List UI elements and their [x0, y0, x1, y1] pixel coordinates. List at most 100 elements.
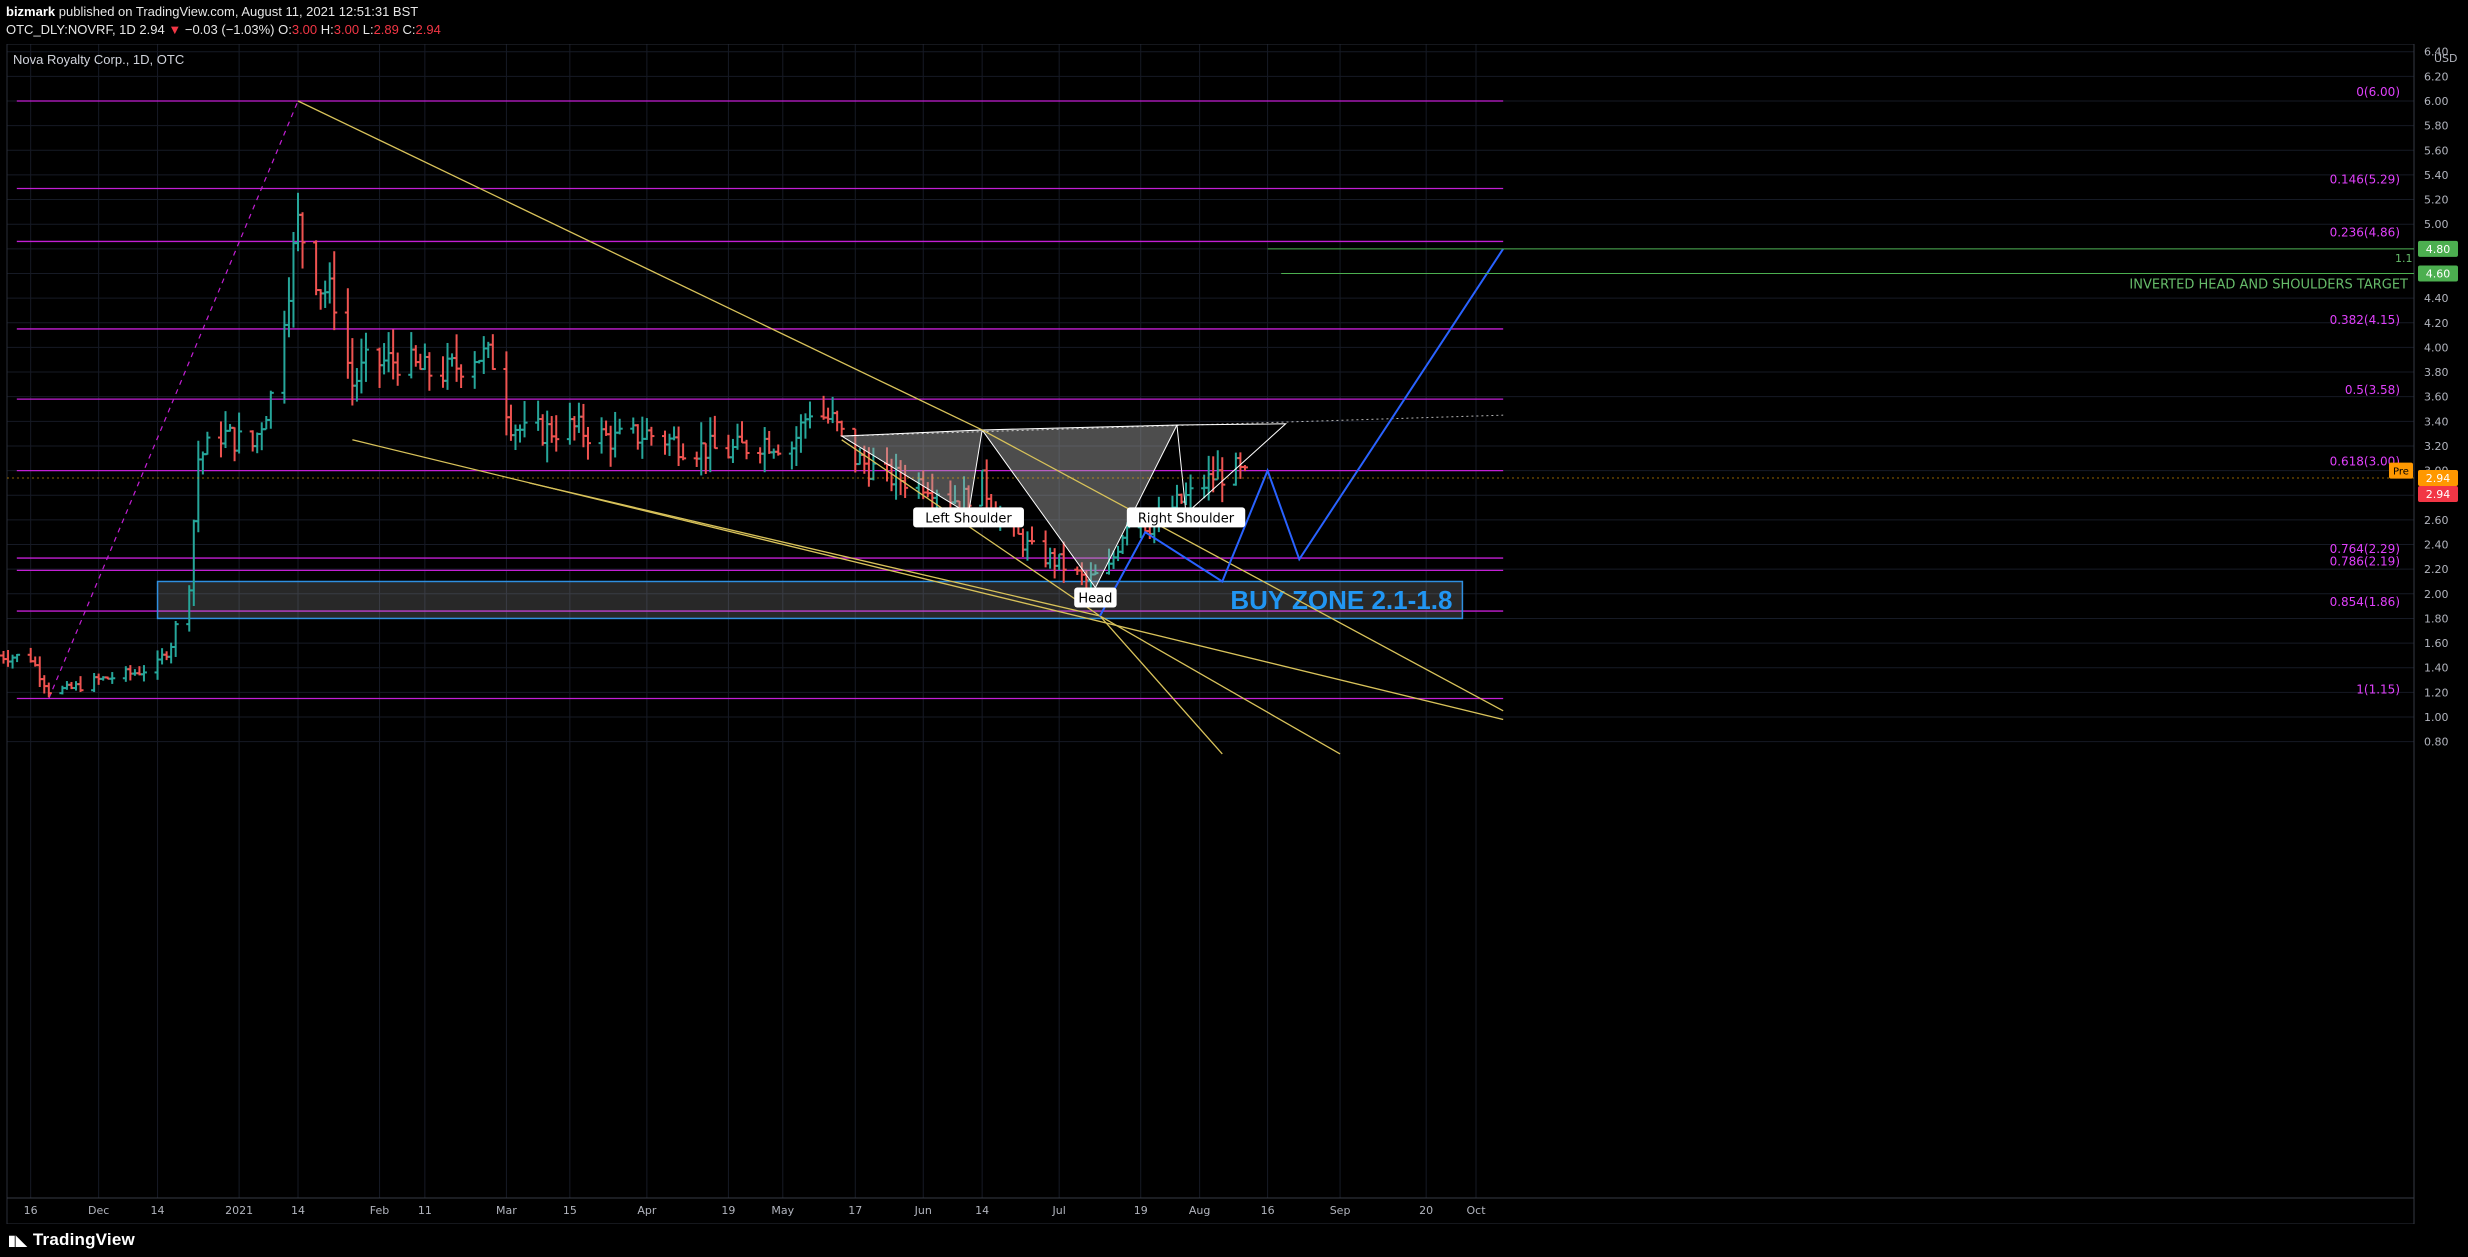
y-tick-label: 5.20: [2424, 194, 2449, 207]
x-tick-label: 19: [1134, 1204, 1148, 1217]
last-price: 2.94: [139, 22, 165, 37]
x-tick-label: Sep: [1330, 1204, 1351, 1217]
price-badge-box: [2418, 485, 2458, 502]
x-tick-label: 16: [24, 1204, 38, 1217]
x-tick-label: Mar: [496, 1204, 517, 1217]
price-bars: [0, 192, 1248, 698]
y-tick-label: 3.20: [2424, 440, 2449, 453]
x-tick-label: 14: [975, 1204, 989, 1217]
fib-level-label: 0.786(2.19): [2330, 554, 2400, 568]
price-badge: 4.80: [2418, 240, 2458, 257]
price-bar: [109, 672, 116, 684]
time-axis[interactable]: 16 Dec 14 2021 14 Feb 11 Mar 15 Apr 19 May 17 Jun 14 Ju…: [24, 1204, 1487, 1217]
pre-market-badge: Pre: [2389, 462, 2413, 479]
open-value: 3.00: [291, 22, 318, 37]
low-label: L:: [362, 22, 374, 37]
price-bar: [1219, 457, 1226, 503]
price-bar: [743, 439, 750, 460]
price-badge-text: 2.94: [2426, 472, 2451, 485]
x-tick-label: 17: [848, 1204, 862, 1217]
neckline: [841, 414, 1504, 437]
left-shoulder-triangle: [840, 429, 983, 515]
price-bar: [1060, 541, 1067, 583]
x-tick-label: 2021: [225, 1204, 253, 1217]
price-bar: [362, 332, 369, 382]
target-marker: 1.1: [2395, 252, 2413, 265]
price-bar: [172, 620, 179, 657]
pattern-label: Right Shoulder: [1126, 507, 1246, 528]
x-tick-label: Jul: [1052, 1204, 1066, 1217]
x-tick-label: Feb: [370, 1204, 389, 1217]
y-tick-label: 2.40: [2424, 539, 2449, 552]
pattern-label-text: Left Shoulder: [925, 511, 1012, 526]
tradingview-logo-icon: ▮◣: [8, 1232, 27, 1248]
price-bar: [711, 415, 718, 450]
x-tick-label: 14: [291, 1204, 305, 1217]
y-tick-label: 5.60: [2424, 144, 2449, 157]
trend-line: [1099, 615, 1223, 755]
price-change: −0.03 (−1.03%): [184, 22, 275, 37]
price-bar: [458, 364, 465, 389]
symbol-legend: OTC_DLY:NOVRF, 1D 2.94 ▼ −0.03 (−1.03%) …: [6, 22, 441, 37]
pattern-label-box: [1126, 507, 1246, 528]
price-axis[interactable]: 0.80 1.00 1.20 1.40 1.60 1.80 2.00 2.20 2.40 2.60…: [2389, 46, 2458, 749]
projection-path: [1099, 248, 1505, 617]
price-badge-text: 4.60: [2426, 267, 2451, 280]
price-bar: [394, 352, 401, 386]
symbol-label[interactable]: OTC_DLY:NOVRF, 1D: [6, 22, 136, 37]
pre-market-badge-text: Pre: [2393, 467, 2409, 478]
currency-label: USD: [2434, 52, 2458, 65]
y-tick-label: 6.40: [2424, 46, 2449, 59]
x-tick-label: Aug: [1189, 1204, 1210, 1217]
target-label: INVERTED HEAD AND SHOULDERS TARGET: [2129, 277, 2408, 292]
head-triangle: [981, 424, 1178, 589]
close-label: C:: [402, 22, 416, 37]
trend-line: [841, 439, 1101, 617]
tradingview-logo[interactable]: ▮◣ TradingView: [8, 1230, 135, 1250]
buy-zone: BUY ZONE 2.1-1.8: [156, 580, 1464, 620]
price-bar: [14, 653, 21, 663]
pattern-label-box: [913, 507, 1024, 528]
low-value: 2.89: [373, 22, 399, 37]
y-tick-label: 6.00: [2424, 95, 2449, 108]
publish-header: bizmark published on TradingView.com, Au…: [0, 0, 2468, 44]
open-label: O:: [278, 22, 292, 37]
right-shoulder-outline: [1176, 423, 1288, 515]
pre-market-badge-box: [2389, 462, 2413, 479]
x-tick-label: 14: [151, 1204, 165, 1217]
y-tick-label: 5.40: [2424, 169, 2449, 182]
y-tick-label: 2.60: [2424, 514, 2449, 527]
x-tick-label: Dec: [88, 1204, 109, 1217]
price-bar: [236, 412, 243, 454]
fib-level-label: 0(6.00): [2356, 85, 2400, 99]
x-tick-label: 16: [1261, 1204, 1275, 1217]
y-tick-label: 1.20: [2424, 686, 2449, 699]
pattern-labels: Left Shoulder Head Right Shoulder: [913, 507, 1246, 608]
price-bar: [204, 431, 211, 456]
author-name[interactable]: bizmark: [6, 4, 56, 19]
price-bar: [806, 401, 813, 429]
price-badge-box: [2418, 240, 2458, 257]
price-bar: [140, 665, 147, 682]
published-text: published on TradingView.com, August 11,…: [58, 4, 419, 19]
price-bar: [680, 443, 687, 461]
chart-title: Nova Royalty Corp., 1D, OTC: [13, 52, 184, 67]
buy-zone-label: BUY ZONE 2.1-1.8: [1230, 585, 1452, 615]
trend-line: [297, 100, 983, 431]
fibonacci-levels: 0(6.00) 0.146(5.29) 0.236(4.86) 0.382(4.15)…: [16, 85, 2400, 700]
x-tick-label: Jun: [914, 1204, 932, 1217]
price-chart[interactable]: 0(6.00) 0.146(5.29) 0.236(4.86) 0.382(4.15)…: [0, 0, 2468, 1224]
trend-line: [981, 429, 1504, 712]
y-tick-label: 2.20: [2424, 563, 2449, 576]
footer: ▮◣ TradingView: [0, 1224, 2468, 1257]
price-bar: [1241, 465, 1248, 472]
x-tick-label: 20: [1419, 1204, 1433, 1217]
price-bar: [331, 251, 338, 331]
y-tick-label: 4.20: [2424, 317, 2449, 330]
price-badge-box: [2418, 469, 2458, 486]
pattern-label: Head: [1074, 587, 1117, 608]
price-bar: [521, 401, 528, 438]
fib-level-label: 1(1.15): [2356, 683, 2400, 697]
y-tick-label: 3.60: [2424, 391, 2449, 404]
y-tick-label: 2.00: [2424, 588, 2449, 601]
